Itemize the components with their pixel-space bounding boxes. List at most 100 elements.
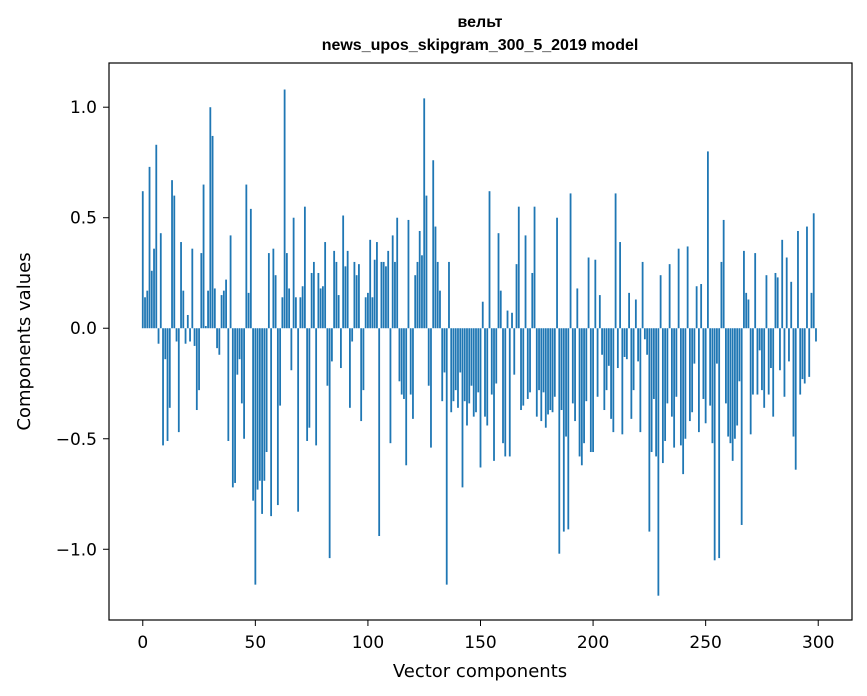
bar — [702, 328, 705, 399]
bar — [285, 253, 288, 329]
bar — [236, 328, 239, 375]
y-tick-label: 0.0 — [70, 319, 97, 339]
bar — [790, 281, 793, 329]
bar — [740, 328, 743, 525]
bar — [558, 328, 561, 554]
bar — [457, 328, 459, 408]
bar — [376, 242, 378, 329]
bar — [407, 219, 410, 329]
bar — [403, 328, 405, 399]
bar — [571, 328, 574, 404]
bar — [679, 328, 682, 446]
plot-frame — [108, 62, 853, 621]
bar — [598, 295, 601, 329]
bar — [756, 328, 759, 395]
y-tick-label: 0.5 — [70, 209, 97, 229]
bar — [589, 328, 592, 453]
x-tick-label: 0 — [137, 633, 148, 653]
bar — [360, 328, 363, 422]
bar — [204, 326, 207, 329]
bar — [643, 328, 646, 340]
bar — [227, 328, 230, 441]
bar — [371, 297, 374, 329]
bar — [171, 180, 173, 329]
bar — [774, 272, 777, 329]
bar — [632, 328, 635, 391]
bar — [450, 328, 453, 413]
bar — [688, 328, 691, 422]
bar — [258, 328, 261, 481]
bar — [297, 328, 300, 512]
bar — [382, 261, 385, 329]
bar — [497, 233, 500, 329]
bar — [603, 328, 606, 411]
bar — [587, 257, 590, 329]
bar — [385, 266, 387, 329]
bar — [378, 328, 381, 537]
bar — [249, 208, 252, 329]
bar — [177, 328, 180, 433]
bar — [222, 290, 225, 329]
bar — [725, 328, 727, 404]
x-axis-label: Vector components — [393, 661, 567, 682]
bar — [556, 217, 558, 329]
bar — [141, 191, 144, 329]
bar — [270, 328, 273, 517]
bar — [788, 328, 790, 362]
bar — [155, 144, 158, 329]
bar — [535, 328, 538, 417]
bar — [279, 328, 282, 406]
bar — [583, 328, 585, 444]
bar — [691, 328, 694, 413]
bar — [247, 292, 250, 329]
bar — [209, 107, 212, 329]
bar — [765, 275, 768, 329]
bar — [675, 328, 678, 397]
bar — [267, 253, 270, 329]
bar — [373, 259, 376, 329]
bar — [634, 299, 637, 329]
bar — [213, 288, 216, 329]
bar — [443, 328, 446, 373]
bar — [614, 193, 617, 329]
bar — [207, 290, 209, 329]
bar — [349, 328, 351, 408]
bar — [628, 292, 630, 329]
bar — [335, 261, 338, 329]
bar — [506, 310, 509, 329]
bar — [553, 328, 556, 397]
bar — [466, 328, 468, 426]
bar — [657, 328, 660, 596]
bar — [794, 328, 797, 470]
bar — [488, 191, 491, 329]
bar — [299, 297, 302, 329]
bar — [301, 286, 304, 329]
bar — [337, 295, 340, 329]
bar — [616, 328, 619, 369]
bar — [493, 328, 495, 461]
bar — [405, 328, 408, 466]
bar — [358, 264, 360, 329]
bar — [459, 328, 462, 373]
bar — [709, 328, 712, 406]
bar — [484, 328, 486, 417]
bar — [797, 230, 799, 329]
bar — [738, 328, 741, 382]
bar — [549, 328, 552, 411]
bar — [502, 328, 504, 444]
bar — [184, 328, 187, 344]
bars-group — [141, 89, 817, 596]
bar — [436, 261, 439, 329]
bar — [585, 328, 588, 402]
bar — [180, 242, 182, 329]
bar — [661, 328, 664, 464]
bar — [704, 328, 707, 424]
bar — [560, 328, 563, 411]
bar — [252, 328, 254, 501]
bar — [202, 184, 205, 329]
bar — [342, 215, 345, 329]
bar — [504, 328, 507, 457]
bar — [218, 328, 221, 355]
bar — [364, 297, 367, 329]
bar — [495, 328, 498, 384]
